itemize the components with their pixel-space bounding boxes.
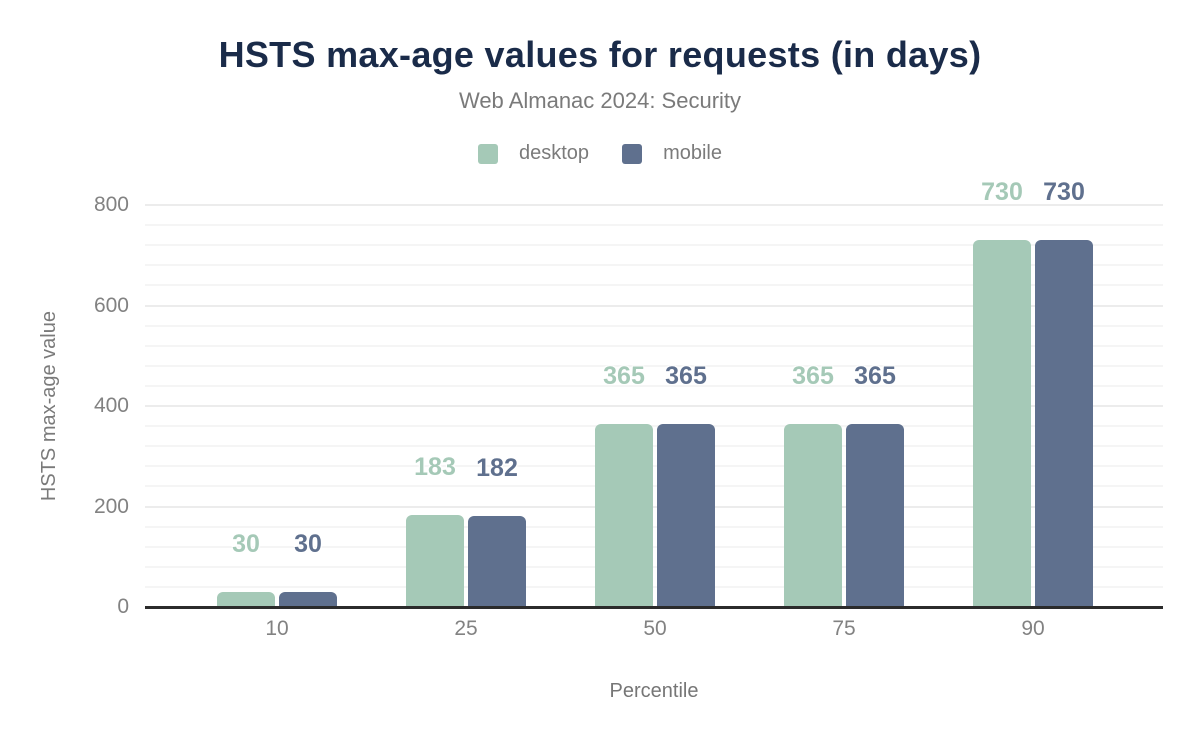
minor-gridline-240 [145, 485, 1163, 488]
x-axis-tick-labels: 10 25 50 75 90 [145, 617, 1163, 643]
bar-desktop-p25[interactable] [406, 515, 464, 607]
bar-value-label-mobile-p10: 30 [294, 530, 322, 558]
y-tick-label-600: 600 [93, 293, 129, 317]
minor-gridline-560 [145, 324, 1163, 327]
x-tick-label-50: 50 [643, 617, 667, 640]
minor-gridline-40 [145, 585, 1163, 588]
minor-gridline-80 [145, 565, 1163, 568]
bar-mobile-p75[interactable] [846, 424, 904, 607]
bar-value-label-desktop-p75: 365 [792, 362, 834, 390]
y-tick-label-800: 800 [93, 193, 129, 216]
legend-item-desktop[interactable]: desktop [478, 142, 589, 165]
bar-desktop-p10[interactable] [217, 592, 275, 607]
bar-mobile-p90[interactable] [1035, 240, 1093, 607]
y-axis-tick-labels: 0 200 400 600 800 [0, 193, 129, 618]
minor-gridline-360 [145, 425, 1163, 428]
minor-gridline-480 [145, 364, 1163, 367]
bar-desktop-p90[interactable] [973, 240, 1031, 607]
chart-title: HSTS max-age values for requests (in day… [218, 34, 982, 75]
major-gridline-400 [145, 405, 1163, 407]
legend-label-desktop: desktop [519, 142, 590, 164]
major-gridline-200 [145, 505, 1163, 508]
desktop-series-swatch [478, 143, 498, 164]
minor-gridline-280 [145, 465, 1163, 468]
minor-gridline-640 [145, 284, 1163, 287]
minor-gridline-680 [145, 264, 1163, 267]
x-axis-line [145, 606, 1163, 609]
bar-value-label-desktop-p50: 365 [603, 362, 645, 390]
plot-area: 30 30 183 182 365 365 365 365 730 730 [145, 178, 1163, 609]
bar-value-label-mobile-p25: 182 [476, 454, 518, 482]
bar-value-label-desktop-p10: 30 [232, 530, 260, 558]
bar-value-label-mobile-p50: 365 [665, 362, 707, 390]
bar-mobile-p25[interactable] [468, 516, 526, 607]
major-gridline-600 [145, 304, 1163, 307]
bar-mobile-p50[interactable] [657, 424, 715, 607]
bar-value-label-desktop-p25: 183 [414, 453, 456, 481]
legend: desktop mobile [0, 142, 1200, 165]
chart-subtitle: Web Almanac 2024: Security [458, 88, 742, 113]
y-tick-label-200: 200 [93, 494, 129, 518]
minor-gridline-320 [145, 445, 1163, 448]
x-tick-label-75: 75 [832, 617, 856, 640]
bar-value-label-mobile-p90: 730 [1043, 178, 1085, 206]
minor-gridline-440 [145, 384, 1163, 387]
legend-label-mobile: mobile [663, 142, 722, 164]
mobile-series-swatch [622, 143, 643, 164]
bar-value-label-desktop-p90: 730 [981, 178, 1023, 206]
minor-gridline-120 [145, 545, 1163, 548]
minor-gridline-760 [145, 224, 1163, 227]
x-tick-label-90: 90 [1021, 617, 1045, 640]
x-tick-label-25: 25 [454, 617, 478, 640]
x-tick-label-10: 10 [265, 617, 289, 640]
x-axis-title: Percentile [609, 680, 699, 702]
bar-mobile-p10[interactable] [279, 592, 337, 607]
major-gridline-800 [145, 204, 1163, 207]
bar-desktop-p50[interactable] [595, 424, 653, 607]
minor-gridline-520 [145, 344, 1163, 347]
legend-item-mobile[interactable]: mobile [622, 142, 722, 165]
bar-desktop-p75[interactable] [784, 424, 842, 607]
y-tick-label-0: 0 [117, 595, 129, 618]
y-tick-label-400: 400 [93, 394, 129, 417]
bar-value-label-mobile-p75: 365 [854, 362, 896, 390]
minor-gridline-160 [145, 525, 1163, 528]
minor-gridline-720 [145, 244, 1163, 247]
